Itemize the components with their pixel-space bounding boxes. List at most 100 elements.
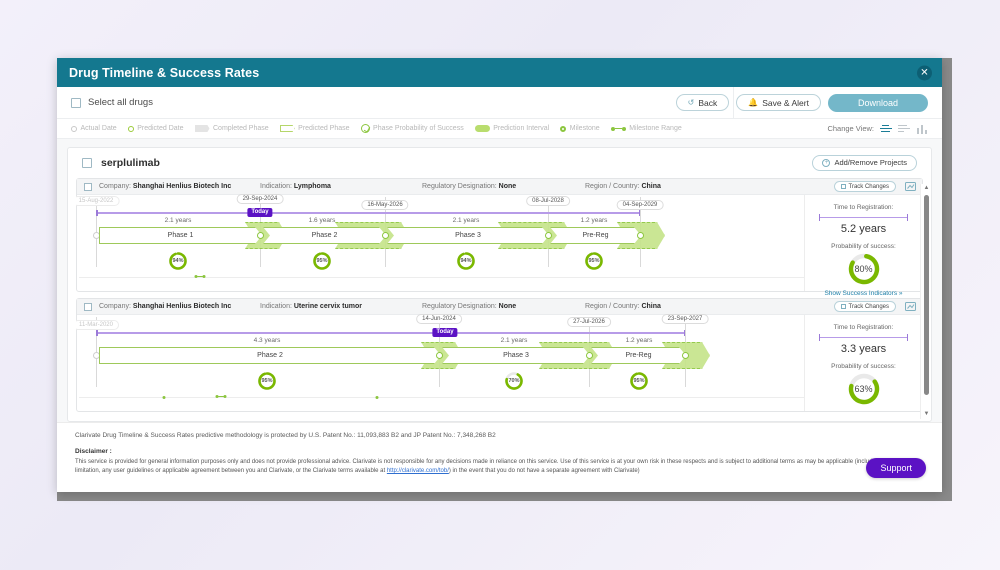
window-shadow-right [942,58,952,492]
footer: Clarivate Drug Timeline & Success Rates … [57,422,942,492]
milestone-axis [79,397,804,398]
indication-value: Uterine cervix tumor [293,303,362,310]
save-alert-button[interactable]: 🔔 Save & Alert [736,94,821,111]
project-regulatory: Regulatory Designation: None [422,303,516,310]
expand-chart-icon[interactable] [904,301,917,312]
scrollbar-thumb[interactable] [924,195,929,395]
phase-pos-donut: 70% [504,371,524,391]
project-region: Region / Country: China [585,183,661,190]
timeline-date: 08-Jul-2028 [526,196,570,206]
vertical-scrollbar[interactable]: ▲ ▼ [920,184,931,419]
phase-segment[interactable]: Phase 3 [387,227,549,244]
view-gantt-icon[interactable] [880,123,892,134]
drug-checkbox[interactable] [82,157,92,168]
drug-card: serplulimab + Add/Remove Projects Compan… [67,147,932,422]
phase-pos-value: 94% [172,258,184,264]
phase-segment[interactable]: Pre-Reg [591,347,686,364]
phase-duration: 2.1 years [500,337,528,344]
disclaimer-title: Disclaimer : [75,448,112,455]
add-remove-label: Add/Remove Projects [834,158,907,167]
phase-bars: Phase 2 Phase 3 Pre-Reg [77,347,804,364]
phase-pos-donut: 95% [257,371,277,391]
legend-item-predicted-date: Predicted Date [127,125,184,132]
phase-segment[interactable]: Pre-Reg [550,227,641,244]
probability-value: 63% [854,384,873,394]
milestone-marker [375,396,379,399]
phase-duration: 1.2 years [580,217,608,224]
show-success-indicators-link[interactable]: Show Success Indicators » [824,290,903,297]
phase-duration: 1.2 years [625,337,653,344]
company-label: Company: [99,183,131,190]
timeline-date: 14-Jun-2024 [416,314,462,324]
phase-pos-value: 94% [460,258,472,264]
phase-segment[interactable]: Phase 2 [263,227,386,244]
phase-pos-value: 95% [316,258,328,264]
phase-segment[interactable]: Phase 2 [99,347,441,364]
disclaimer-part1: This service is provided for general inf… [75,459,903,474]
legend-label: Milestone [569,125,600,132]
phase-pos-donut: 94% [168,251,188,271]
phase-duration: 2.1 years [164,217,192,224]
time-to-registration-label: Time to Registration: [833,324,894,331]
milestone-range-icon [610,126,626,131]
probability-value: 80% [854,264,873,274]
disclaimer-text: This service is provided for general inf… [75,458,924,476]
change-view-label: Change View: [827,124,874,133]
close-icon[interactable]: ✕ [917,65,932,80]
clarivate-terms-link[interactable]: http://clarivate.com/tob/ [386,468,449,474]
probability-label: Probability of success: [831,243,896,250]
project-indication: Indication: Lymphoma [260,183,331,190]
expand-chart-icon[interactable] [904,181,917,192]
phase-segment[interactable]: Phase 3 [442,347,590,364]
back-arrow-icon: ↺ [687,98,695,107]
project-row: Company: Shanghai Henlius Biotech Inc In… [76,178,923,297]
legend-label: Predicted Phase [298,125,350,132]
back-button[interactable]: ↺ Back [675,94,730,111]
probability-donut: 63% [847,372,881,406]
legend-label: Completed Phase [213,125,269,132]
project-checkbox[interactable] [84,302,92,311]
project-row: Company: Shanghai Henlius Biotech Inc In… [76,298,923,412]
track-changes-button[interactable]: Track Changes [833,301,896,312]
regulatory-value: None [498,183,517,190]
support-button[interactable]: Support [866,458,926,478]
window-shadow-bottom [57,492,952,501]
phase-pos-donut: 94% [456,251,476,271]
view-list-icon[interactable] [898,123,910,134]
milestone-axis [79,277,804,278]
timeline-date: 23-Sep-2027 [661,314,709,324]
scroll-up-icon[interactable]: ▲ [923,185,930,191]
milestone-dot-icon [560,125,567,132]
project-checkbox[interactable] [84,182,92,191]
content-area: serplulimab + Add/Remove Projects Compan… [57,139,942,492]
today-marker: Today [247,208,273,217]
indication-label: Indication: [260,183,292,190]
legend-label: Predicted Date [137,125,184,132]
company-value: Shanghai Henlius Biotech Inc [132,183,232,190]
track-changes-label: Track Changes [848,303,889,310]
probability-donut: 80% [847,252,881,286]
add-remove-projects-button[interactable]: + Add/Remove Projects [812,154,917,171]
milestone-range-marker [215,395,227,398]
checkbox-icon [840,184,846,189]
indication-value: Lymphoma [293,183,331,190]
view-bar-chart-icon[interactable] [916,123,928,134]
select-all-label: Select all drugs [88,97,153,108]
project-regulatory: Regulatory Designation: None [422,183,516,190]
milestone-node [545,232,552,239]
legend-item-completed-phase: Completed Phase [194,125,269,132]
timeline-chart: 11-Mar-2020 14-Jun-2024 27-Jul-2026 23-S… [76,314,804,411]
milestone-node [382,232,389,239]
phase-pos-value: 70% [508,378,520,384]
regulatory-label: Regulatory Designation: [422,303,497,310]
legend-item-milestone-range: Milestone Range [610,125,682,132]
project-company: Company: Shanghai Henlius Biotech Inc [99,303,231,310]
region-label: Region / Country: [585,183,640,190]
time-to-registration-value: 3.3 years [840,343,887,355]
download-button[interactable]: Download [827,93,928,112]
select-all-checkbox[interactable] [71,97,81,108]
scroll-down-icon[interactable]: ▼ [923,411,930,417]
phase-segment[interactable]: Phase 1 [99,227,262,244]
drug-header: serplulimab + Add/Remove Projects [68,148,931,177]
track-changes-button[interactable]: Track Changes [833,181,896,192]
